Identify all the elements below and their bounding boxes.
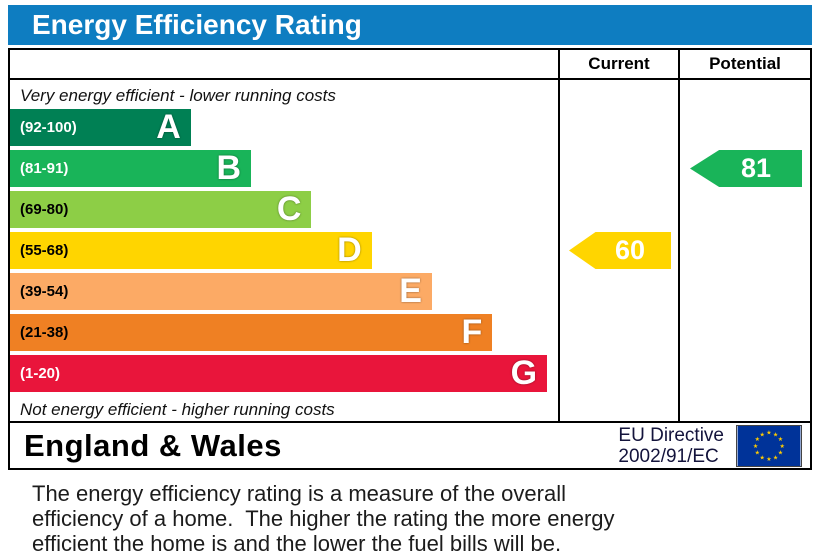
- band-b-range: (81-91): [20, 160, 69, 177]
- band-b-bar: (81-91) B: [10, 149, 252, 187]
- band-c-range: (69-80): [20, 201, 69, 218]
- svg-text:★: ★: [755, 436, 761, 443]
- band-f-bar: (21-38) F: [10, 313, 493, 351]
- band-c-letter: C: [276, 190, 302, 228]
- footer-row: England & Wales EU Directive 2002/91/EC …: [10, 421, 810, 468]
- bottom-label: Not energy efficient - higher running co…: [20, 400, 335, 419]
- band-a-letter: A: [156, 108, 181, 146]
- band-row-a: (92-100) A: [10, 107, 810, 148]
- band-row-f: (21-38) F: [10, 312, 810, 353]
- svg-text:★: ★: [778, 436, 784, 443]
- band-row-c: (69-80) C: [10, 189, 810, 230]
- svg-text:★: ★: [773, 454, 779, 461]
- header-spacer: [10, 50, 558, 78]
- potential-rating-arrow: 81: [690, 150, 802, 187]
- band-e-letter: E: [399, 272, 422, 310]
- band-row-e: (39-54) E: [10, 271, 810, 312]
- band-e-bar: (39-54) E: [10, 273, 432, 310]
- eu-flag-icon: ★ ★ ★ ★ ★ ★ ★ ★ ★ ★ ★ ★: [736, 424, 802, 467]
- top-label: Very energy efficient - lower running co…: [20, 86, 336, 105]
- svg-text:★: ★: [753, 442, 759, 449]
- svg-text:★: ★: [755, 449, 761, 456]
- band-f-letter: F: [461, 313, 483, 351]
- current-column-header: Current: [558, 50, 678, 78]
- band-e-range: (39-54): [20, 283, 69, 300]
- eu-directive-label: EU Directive 2002/91/EC: [618, 424, 724, 467]
- band-d-bar: (55-68) D: [10, 232, 372, 269]
- current-rating-arrow: 60: [569, 232, 671, 269]
- band-g-range: (1-20): [20, 365, 61, 382]
- band-a-range: (92-100): [20, 119, 77, 136]
- energy-rating-chart: Current Potential Very energy efficient …: [8, 48, 812, 470]
- svg-text:★: ★: [766, 456, 772, 463]
- band-row-g: (1-20) G: [10, 353, 810, 394]
- potential-rating-value: 81: [740, 153, 772, 183]
- svg-text:★: ★: [773, 431, 779, 438]
- top-label-row: Very energy efficient - lower running co…: [10, 80, 810, 107]
- band-d-letter: D: [337, 231, 362, 269]
- svg-text:★: ★: [760, 454, 766, 461]
- header-row: Current Potential: [10, 50, 810, 80]
- band-g-letter: G: [510, 354, 538, 392]
- band-g-bar: (1-20) G: [10, 354, 548, 392]
- svg-text:★: ★: [778, 449, 784, 456]
- band-c-bar: (69-80) C: [10, 190, 312, 228]
- band-row-b: (81-91) B 81: [10, 148, 810, 189]
- svg-text:★: ★: [766, 429, 772, 436]
- band-a-bar: (92-100) A: [10, 109, 191, 146]
- description-text: The energy efficiency rating is a measur…: [32, 481, 615, 556]
- band-d-range: (55-68): [20, 242, 69, 259]
- band-b-letter: B: [216, 149, 242, 187]
- band-row-d: (55-68) D 60: [10, 230, 810, 271]
- potential-column-header: Potential: [678, 50, 810, 78]
- svg-text:★: ★: [760, 431, 766, 438]
- band-f-range: (21-38): [20, 324, 69, 341]
- bottom-label-row: Not energy efficient - higher running co…: [10, 394, 810, 421]
- current-rating-value: 60: [614, 235, 646, 265]
- page-title: Energy Efficiency Rating: [8, 5, 812, 45]
- region-label: England & Wales: [24, 427, 282, 463]
- svg-text:★: ★: [780, 442, 786, 449]
